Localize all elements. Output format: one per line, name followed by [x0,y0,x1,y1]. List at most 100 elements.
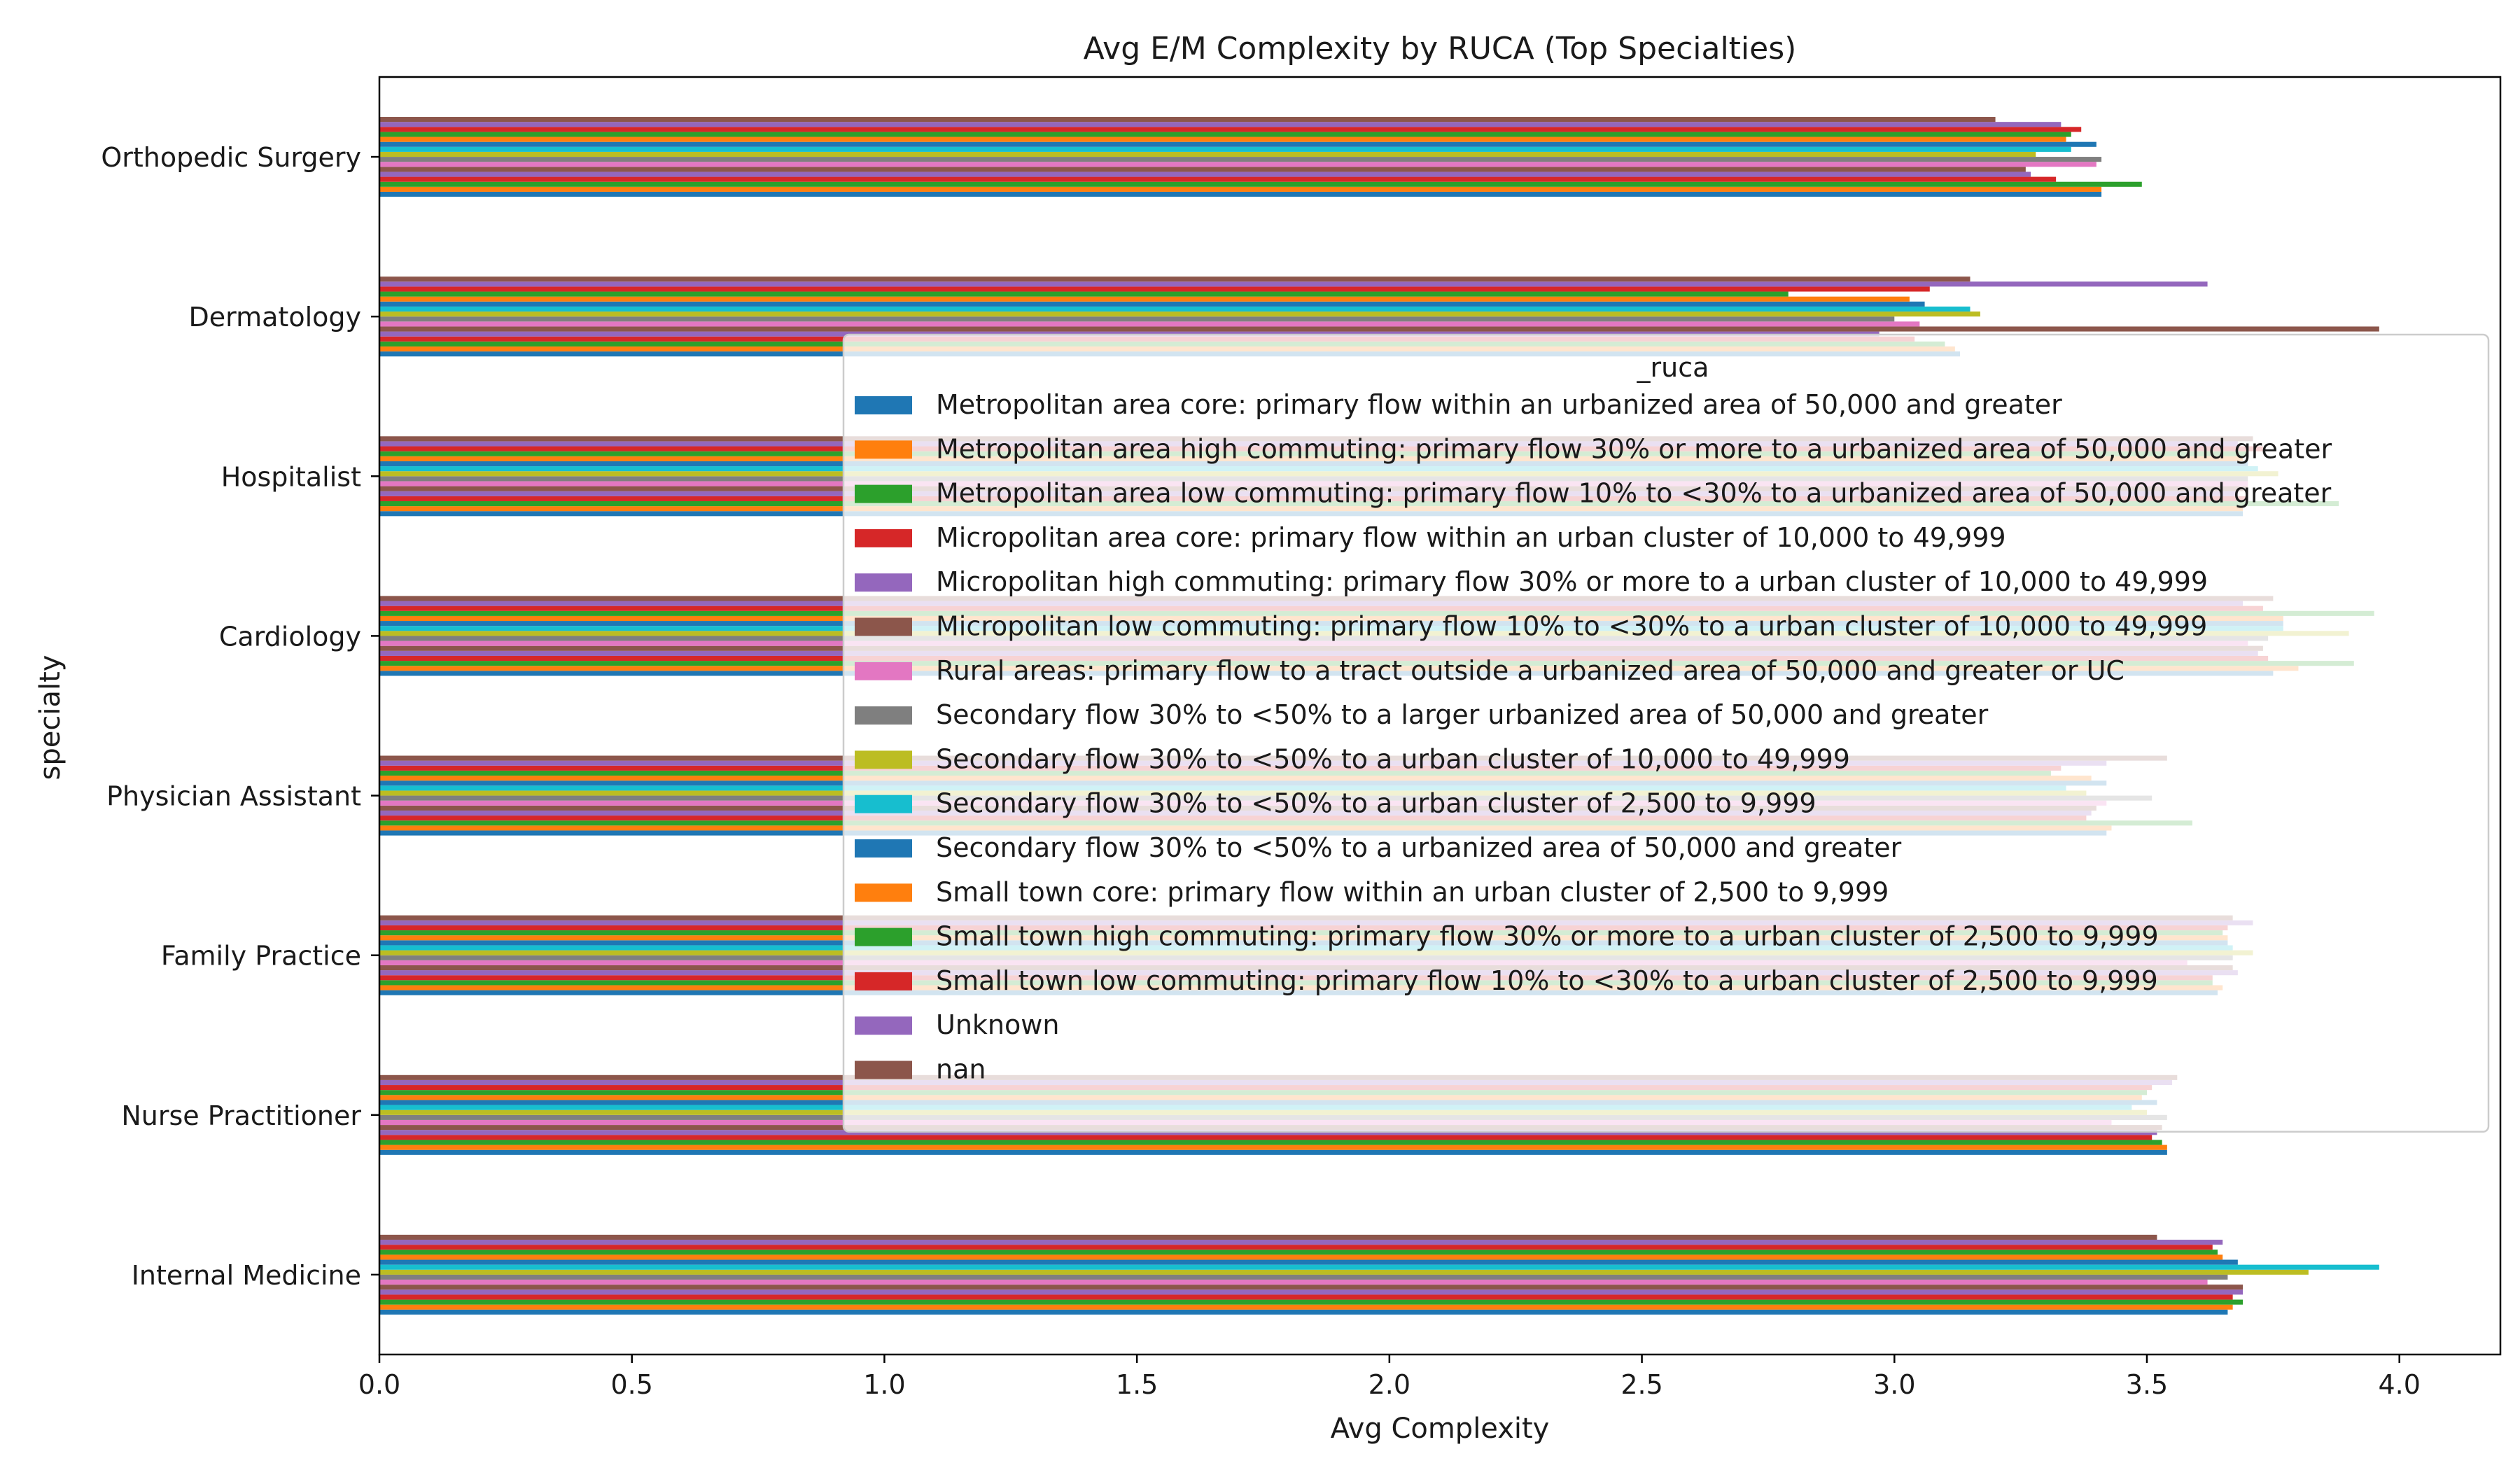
legend-title: _ruca [1637,352,1709,383]
category-label: Cardiology [219,621,361,652]
legend-box [842,333,2490,1133]
bar [379,1280,2208,1285]
bar [379,176,2057,182]
bar [379,306,1970,312]
legend-entry: Metropolitan area low commuting: primary… [936,478,2332,509]
legend-entry: Metropolitan area core: primary flow wit… [936,389,2062,420]
legend-swatch [855,750,912,769]
bar [379,191,2102,197]
legend-entry: Rural areas: primary flow to a tract out… [936,655,2124,686]
x-axis-label: Avg Complexity [1331,1413,1550,1445]
bar [379,321,1920,327]
legend-swatch [855,528,912,547]
legend-swatch [855,1060,912,1079]
legend-swatch [855,839,912,858]
bar [379,1299,2244,1305]
category-label: Nurse Practitioner [121,1100,361,1131]
legend-swatch [855,883,912,902]
legend-entry: Secondary flow 30% to <50% to a larger u… [936,699,1989,730]
bar [379,1240,2223,1245]
bar [379,291,1788,297]
bar [379,296,1910,302]
legend-swatch [855,1016,912,1035]
bar [379,1294,2233,1300]
bar [379,312,1980,317]
bar [379,146,2071,152]
chart-title: Avg E/M Complexity by RUCA (Top Specialt… [1084,31,1797,66]
bar [379,301,1925,307]
category-label: Family Practice [161,941,361,972]
legend-entry: Secondary flow 30% to <50% to a urbanize… [936,832,1902,863]
legend-swatch [855,794,912,813]
bar [379,286,1930,292]
category-label: Orthopedic Surgery [101,142,361,173]
bar [379,1144,2167,1150]
legend-swatch [855,972,912,990]
legend-swatch [855,617,912,636]
legend-entry: Micropolitan high commuting: primary flo… [936,566,2208,597]
legend-entry: nan [936,1054,986,1085]
bar [379,1289,2244,1295]
legend-entry: Small town high commuting: primary flow … [936,921,2159,952]
bar [379,127,2082,132]
bar [379,1254,2223,1260]
x-tick-label: 2.0 [1368,1369,1410,1400]
legend-swatch [855,484,912,503]
bar [379,1309,2228,1315]
legend-entry: Small town low commuting: primary flow 1… [936,965,2158,996]
legend-swatch [855,706,912,725]
bar [379,1259,2238,1265]
category-label: Hospitalist [221,461,361,492]
legend: _ruca Metropolitan area core: primary flo… [842,333,2490,1133]
bar [379,326,2379,332]
bar [379,1269,2309,1275]
bar [379,1250,2218,1255]
x-tick-label: 3.0 [1873,1369,1915,1400]
category-label: Physician Assistant [106,781,361,812]
bar [379,316,1895,322]
bar [379,1135,2152,1140]
x-tick-label: 1.5 [1116,1369,1158,1400]
legend-entry: Micropolitan low commuting: primary flow… [936,611,2207,642]
x-tick-label: 2.5 [1620,1369,1662,1400]
bar [379,1140,2162,1145]
bar [379,132,2071,137]
bar [379,1304,2233,1310]
bar [379,186,2102,192]
legend-swatch [855,927,912,946]
legend-entry: Micropolitan area core: primary flow wit… [936,522,2006,553]
x-tick-label: 3.5 [2126,1369,2168,1400]
bar [379,1149,2167,1155]
bar [379,1284,2244,1290]
bar [379,162,2096,167]
legend-swatch [855,573,912,592]
legend-swatch [855,440,912,459]
legend-swatch [855,396,912,414]
x-tick-label: 0.5 [610,1369,652,1400]
bar [379,276,1970,282]
category-label: Dermatology [189,302,361,332]
legend-entry: Metropolitan area high commuting: primar… [936,433,2332,464]
legend-entry: Secondary flow 30% to <50% to a urban cl… [936,743,1850,774]
bar [379,136,2066,142]
bar [379,122,2062,127]
category-label: Internal Medicine [132,1260,361,1291]
bar [379,181,2142,187]
bar [379,172,2031,177]
bar [379,1274,2228,1280]
legend-entry: Secondary flow 30% to <50% to a urban cl… [936,788,1816,819]
bar [379,1245,2213,1250]
bar [379,281,2208,287]
x-tick-label: 4.0 [2378,1369,2420,1400]
bar [379,1264,2379,1270]
plot-frame [378,76,2502,1356]
bar [379,167,2026,172]
bar [379,1234,2157,1240]
legend-entry: Unknown [936,1009,1059,1040]
y-axis-label: specialty [34,655,66,780]
x-tick-label: 1.0 [863,1369,905,1400]
x-tick-label: 0.0 [358,1369,400,1400]
legend-entry: Small town core: primary flow within an … [936,876,1889,907]
